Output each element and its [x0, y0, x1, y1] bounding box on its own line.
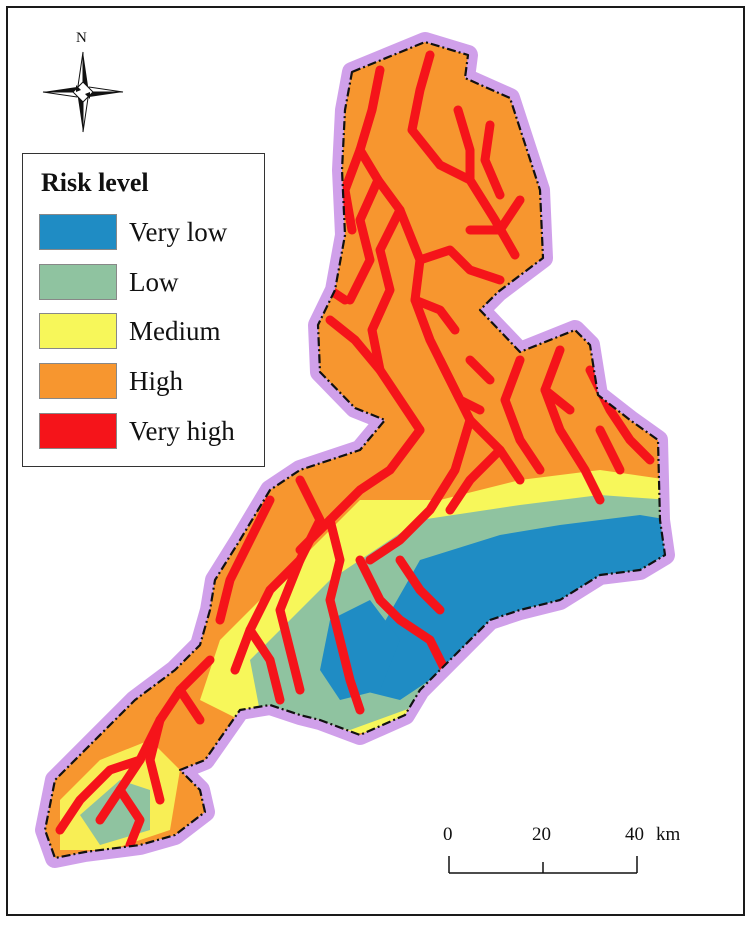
legend-item-very-low: Very low — [39, 212, 259, 252]
legend-swatch — [39, 264, 117, 300]
legend: Risk level Very low Low Medium High Very… — [22, 153, 265, 467]
legend-item-very-high: Very high — [39, 411, 259, 451]
legend-label: Very low — [129, 217, 228, 247]
north-label: N — [76, 30, 87, 46]
legend-label: Medium — [129, 316, 221, 346]
legend-swatch — [39, 413, 117, 449]
compass-rose-icon — [42, 51, 124, 133]
scale-unit-label: km — [656, 824, 681, 845]
region-boundary — [43, 40, 667, 860]
legend-item-high: High — [39, 361, 259, 401]
legend-label: Very high — [129, 416, 235, 446]
legend-swatch — [39, 363, 117, 399]
legend-swatch — [39, 214, 117, 250]
scale-tick-label: 20 — [532, 824, 551, 845]
legend-item-low: Low — [39, 262, 259, 302]
scale-tick-label: 40 — [625, 824, 644, 845]
legend-label: Low — [129, 267, 179, 297]
legend-label: High — [129, 366, 183, 396]
legend-swatch — [39, 313, 117, 349]
legend-item-medium: Medium — [39, 311, 259, 351]
legend-title: Risk level — [41, 168, 149, 197]
scale-bar — [448, 856, 638, 874]
scale-tick-label: 0 — [443, 824, 453, 845]
